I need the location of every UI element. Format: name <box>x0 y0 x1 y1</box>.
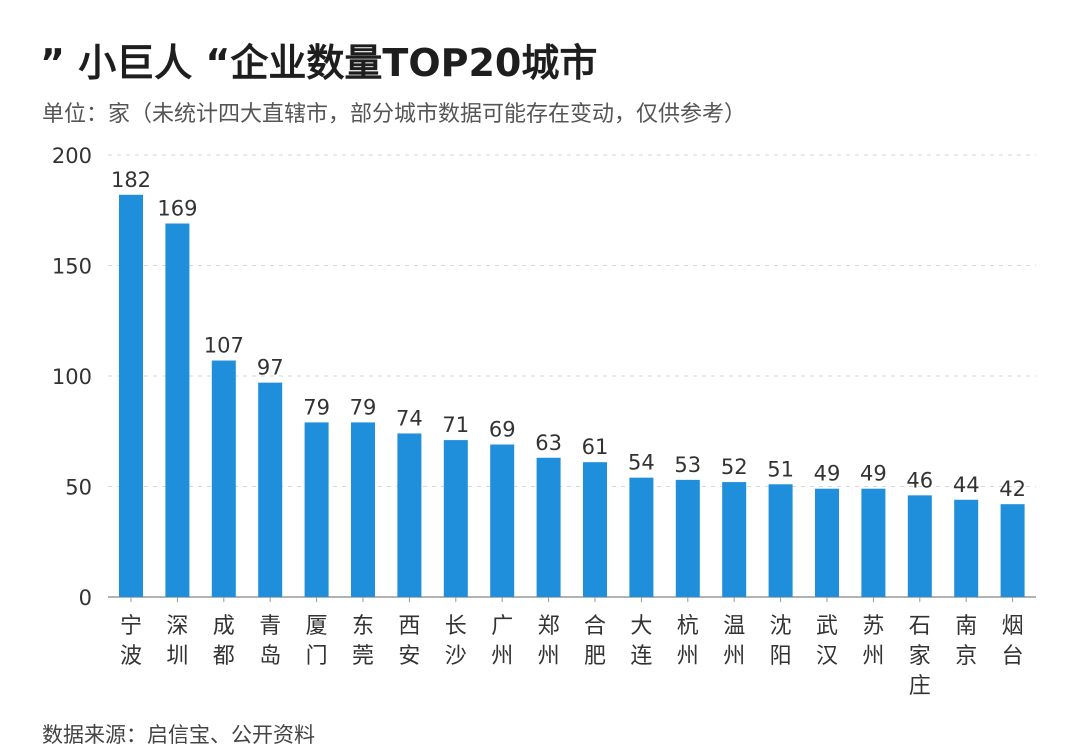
x-tick-label: 杭州 <box>677 614 699 669</box>
data-label: 51 <box>767 457 794 481</box>
data-source: 数据来源：启信宝、公开资料 <box>42 723 315 747</box>
data-label: 74 <box>396 406 423 430</box>
x-tick-label: 广州 <box>491 614 513 669</box>
data-label: 44 <box>953 473 980 497</box>
x-tick-label: 南京 <box>955 614 977 669</box>
x-tick-label: 石家庄 <box>909 614 931 699</box>
chart-subtitle: 单位：家（未统计四大直辖市，部分城市数据可能存在变动，仅供参考） <box>42 102 747 127</box>
x-tick-label: 沈阳 <box>770 614 792 669</box>
data-label: 63 <box>535 431 562 455</box>
x-tick-label: 西安 <box>398 614 420 669</box>
x-tick-label: 烟台 <box>1002 614 1024 669</box>
x-tick-label: 长沙 <box>445 614 467 669</box>
data-label: 61 <box>582 435 609 459</box>
bar <box>629 477 654 597</box>
bar <box>768 484 793 597</box>
bar <box>861 488 886 597</box>
x-tick-label: 厦门 <box>306 614 328 669</box>
x-tick-label: 温州 <box>723 614 745 669</box>
chart-title: ” 小巨人 “企业数量TOP20城市 <box>40 41 598 85</box>
x-tick-label: 宁波 <box>120 614 142 669</box>
data-label: 79 <box>303 395 330 419</box>
bar <box>351 422 375 597</box>
data-label: 42 <box>999 477 1026 501</box>
x-tick-label: 武汉 <box>816 614 838 669</box>
y-tick-label: 100 <box>52 365 92 389</box>
y-tick-label: 150 <box>52 255 92 279</box>
x-tick-label: 青岛 <box>259 614 281 669</box>
data-label: 97 <box>257 356 284 380</box>
bar <box>675 479 700 597</box>
y-tick-label: 0 <box>79 586 92 610</box>
bar <box>490 444 515 597</box>
x-tick-label: 成都 <box>213 614 235 669</box>
bar <box>954 499 979 597</box>
x-tick-label: 苏州 <box>862 614 884 669</box>
bar <box>443 440 468 597</box>
bar <box>536 457 561 597</box>
bar <box>119 194 143 597</box>
data-label: 49 <box>860 462 887 486</box>
y-tick-label: 200 <box>52 144 92 168</box>
x-tick-label: 郑州 <box>538 614 560 669</box>
bar <box>258 382 283 597</box>
data-label: 49 <box>814 462 841 486</box>
x-tick-label: 大连 <box>630 614 652 669</box>
x-tick-label: 深圳 <box>166 614 188 669</box>
data-label: 69 <box>489 418 516 442</box>
bar <box>165 223 190 597</box>
bar <box>815 488 839 597</box>
bar <box>304 422 329 597</box>
bar <box>722 482 747 597</box>
data-label: 53 <box>674 453 701 477</box>
data-label: 71 <box>442 413 469 437</box>
data-label: 107 <box>204 334 244 358</box>
x-tick-label: 合肥 <box>584 614 606 669</box>
bar <box>211 360 236 597</box>
data-label: 52 <box>721 455 748 479</box>
bar <box>583 462 607 597</box>
y-tick-label: 50 <box>65 476 92 500</box>
x-tick-label: 东莞 <box>352 614 374 669</box>
data-label: 54 <box>628 451 655 475</box>
data-label: 169 <box>157 197 197 221</box>
data-label: 182 <box>111 168 151 192</box>
bar <box>907 495 932 597</box>
data-label: 46 <box>906 468 933 492</box>
bar <box>397 433 422 597</box>
bar <box>1000 504 1025 597</box>
data-label: 79 <box>350 395 377 419</box>
